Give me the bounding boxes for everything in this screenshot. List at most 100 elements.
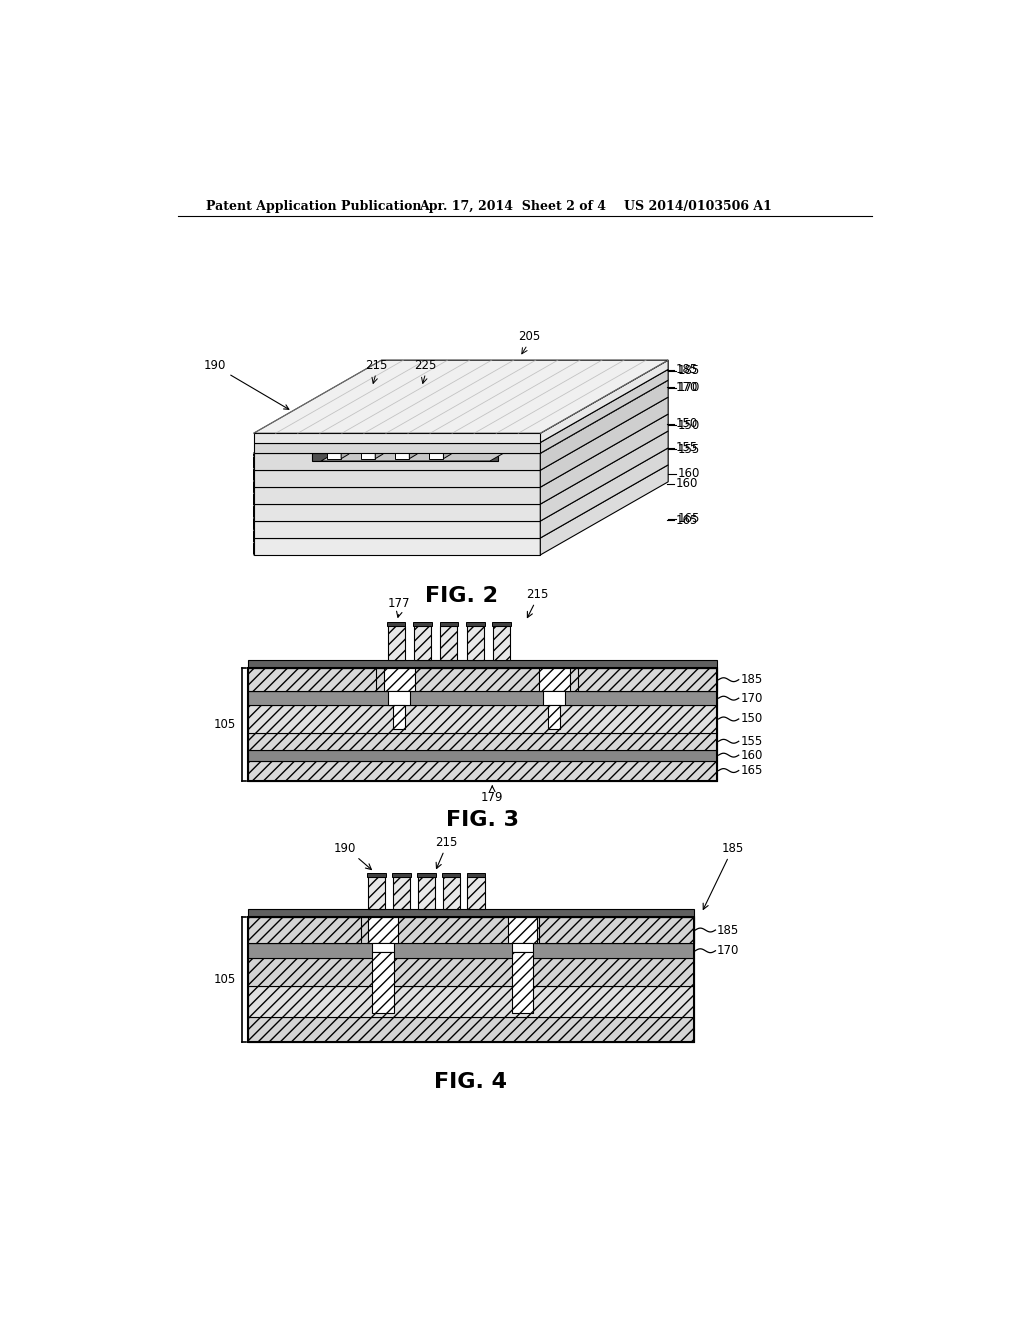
Text: US 2014/0103506 A1: US 2014/0103506 A1 <box>624 199 772 213</box>
Polygon shape <box>431 399 438 428</box>
Bar <box>418 876 435 909</box>
Text: 160: 160 <box>678 467 699 480</box>
Polygon shape <box>338 418 352 444</box>
Polygon shape <box>541 380 669 470</box>
Bar <box>467 626 483 660</box>
Polygon shape <box>407 414 428 418</box>
Text: 155: 155 <box>678 444 699 455</box>
Polygon shape <box>254 521 541 539</box>
Text: 177: 177 <box>388 598 411 610</box>
Bar <box>248 944 693 958</box>
Polygon shape <box>254 453 541 470</box>
Polygon shape <box>254 470 541 487</box>
Polygon shape <box>383 404 397 428</box>
Bar <box>467 876 484 909</box>
Bar <box>248 917 360 944</box>
Bar <box>248 668 376 692</box>
Bar <box>417 873 435 876</box>
Polygon shape <box>541 465 669 554</box>
Polygon shape <box>362 399 371 428</box>
Text: 185: 185 <box>678 364 699 378</box>
Polygon shape <box>349 404 362 428</box>
Bar <box>248 986 693 1018</box>
Polygon shape <box>254 360 669 433</box>
Text: 215: 215 <box>435 836 458 849</box>
Bar <box>393 876 410 909</box>
Text: 155: 155 <box>676 441 698 454</box>
Text: Apr. 17, 2014  Sheet 2 of 4: Apr. 17, 2014 Sheet 2 of 4 <box>419 199 605 213</box>
Text: 190: 190 <box>203 359 289 409</box>
Polygon shape <box>321 429 545 461</box>
Bar <box>248 917 693 944</box>
Bar <box>368 873 386 876</box>
Polygon shape <box>395 429 417 434</box>
Polygon shape <box>386 414 394 444</box>
Polygon shape <box>311 453 498 461</box>
Bar <box>248 760 717 780</box>
Bar <box>384 668 415 692</box>
Text: 150: 150 <box>740 713 763 726</box>
Bar <box>248 692 717 705</box>
Polygon shape <box>397 399 404 428</box>
Bar <box>388 692 410 705</box>
Bar <box>369 876 385 909</box>
Text: 190: 190 <box>334 842 356 855</box>
Bar <box>493 622 511 626</box>
Bar <box>414 626 431 660</box>
Bar <box>248 733 717 750</box>
Text: 160: 160 <box>740 748 763 762</box>
Polygon shape <box>417 404 431 428</box>
Polygon shape <box>328 429 349 434</box>
Bar <box>248 1018 693 1043</box>
Polygon shape <box>407 418 420 444</box>
Polygon shape <box>254 380 381 554</box>
Bar <box>544 692 565 705</box>
Text: 185: 185 <box>676 363 698 376</box>
Text: 165: 165 <box>676 513 698 527</box>
Polygon shape <box>341 429 349 459</box>
Text: 150: 150 <box>676 417 698 430</box>
Polygon shape <box>395 434 410 459</box>
Polygon shape <box>429 429 452 434</box>
Bar <box>512 944 534 952</box>
Polygon shape <box>361 429 383 434</box>
Polygon shape <box>311 411 571 453</box>
Bar <box>393 705 406 729</box>
Text: 215: 215 <box>526 589 549 601</box>
Polygon shape <box>541 370 669 453</box>
Polygon shape <box>361 434 375 459</box>
Text: FIG. 2: FIG. 2 <box>425 586 498 606</box>
Bar <box>539 917 693 944</box>
Text: FIG. 4: FIG. 4 <box>434 1072 507 1092</box>
Bar <box>387 622 406 626</box>
Text: 165: 165 <box>678 512 699 525</box>
Text: 205: 205 <box>518 330 541 343</box>
Polygon shape <box>541 447 669 539</box>
Polygon shape <box>375 429 383 459</box>
Text: 170: 170 <box>717 944 739 957</box>
Bar <box>414 622 432 626</box>
Bar <box>248 909 693 917</box>
Polygon shape <box>541 430 669 521</box>
Bar <box>248 750 717 760</box>
Bar <box>508 917 538 944</box>
Bar <box>248 917 693 1043</box>
Polygon shape <box>383 399 404 404</box>
Polygon shape <box>254 442 541 453</box>
Polygon shape <box>254 487 541 504</box>
Polygon shape <box>338 414 359 418</box>
Text: 185: 185 <box>740 673 763 686</box>
Bar <box>578 668 717 692</box>
Polygon shape <box>443 429 452 459</box>
Text: 105: 105 <box>213 973 236 986</box>
Bar <box>467 873 485 876</box>
Text: 165: 165 <box>740 764 763 777</box>
Bar <box>439 622 458 626</box>
Polygon shape <box>254 433 541 442</box>
Text: Patent Application Publication: Patent Application Publication <box>206 199 421 213</box>
Bar <box>442 873 461 876</box>
Bar <box>248 660 717 668</box>
Polygon shape <box>420 414 428 444</box>
Text: 185: 185 <box>717 924 739 936</box>
Polygon shape <box>541 414 669 504</box>
